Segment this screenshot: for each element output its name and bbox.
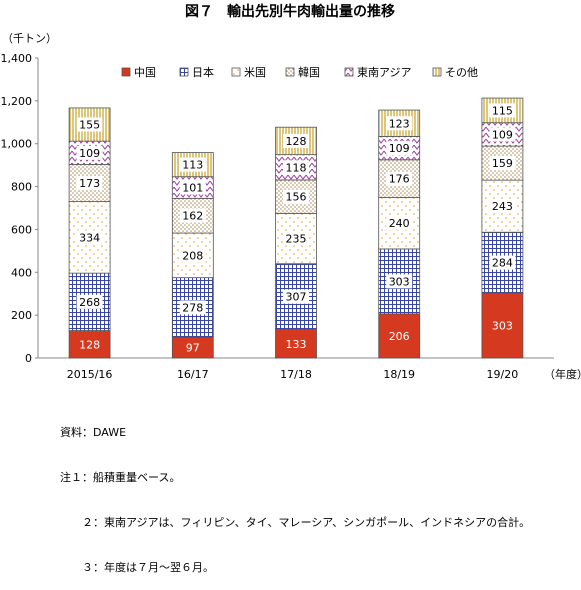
data-label: 268 — [79, 296, 100, 309]
x-tick-label: 16/17 — [177, 368, 209, 381]
data-label-bg — [489, 127, 516, 142]
bar-segment — [68, 107, 111, 142]
data-label: 159 — [492, 157, 513, 170]
legend-label: 東南アジア — [357, 66, 412, 79]
data-label: 101 — [182, 182, 203, 195]
legend-label: 韓国 — [298, 66, 320, 79]
data-label-bg — [179, 248, 206, 263]
data-label-bg — [76, 294, 103, 309]
legend-swatch — [344, 67, 354, 77]
note-2: ２：東南アジアは、フィリピン、タイ、マレーシア、シンガポール、インドネシアの合計… — [82, 516, 531, 529]
chart: 図７ 輸出先別牛肉輸出量の推移 （千トン） （年度） 0 200 400 600 800… — [1, 3, 581, 381]
data-label-bg — [76, 230, 103, 245]
data-label: 155 — [79, 119, 100, 132]
y-tick-label: 1,200 — [1, 95, 33, 108]
note-3: ３：年度は７月～翌６月。 — [82, 561, 214, 574]
data-label: 109 — [492, 128, 513, 141]
data-label: 284 — [492, 257, 513, 270]
x-axis-unit-label: （年度） — [544, 367, 581, 381]
x-axis-ticks: 2015/16 16/17 17/18 18/19 19/20 — [67, 368, 519, 381]
data-label: 118 — [286, 161, 307, 174]
data-label: 303 — [389, 275, 410, 288]
data-label: 235 — [286, 233, 307, 246]
bar-segment — [275, 329, 317, 359]
data-label: 97 — [186, 342, 200, 355]
data-label: 115 — [492, 104, 513, 117]
chart-title: 図７ 輸出先別牛肉輸出量の推移 — [185, 3, 395, 20]
data-label-bg — [489, 199, 516, 214]
y-tick-label: 1,000 — [1, 138, 33, 151]
legend-label: 日本 — [192, 65, 214, 79]
data-label-bg — [76, 176, 103, 191]
data-label-bg — [283, 289, 309, 304]
y-tick-label: 400 — [11, 266, 32, 279]
data-label-bg — [489, 103, 516, 118]
y-axis-ticks: 0 200 400 600 800 1,000 1,200 1,400 — [1, 52, 38, 365]
x-tick-label: 18/19 — [383, 368, 415, 381]
data-label: 173 — [79, 177, 100, 190]
y-tick-label: 200 — [11, 309, 32, 322]
data-label-bg — [489, 156, 516, 171]
data-label-bg — [179, 157, 206, 172]
data-label-bg — [283, 189, 309, 204]
data-label: 109 — [389, 142, 410, 155]
legend-label: 米国 — [244, 66, 266, 79]
x-tick-label: 19/20 — [487, 368, 519, 381]
data-label: 128 — [79, 338, 100, 351]
legend-label: その他 — [445, 66, 478, 79]
data-label-bg — [386, 171, 413, 186]
note-1: 注１：船積重量ベース。 — [60, 471, 181, 484]
data-label-bg — [179, 180, 206, 195]
data-label: 109 — [79, 147, 100, 160]
data-label-bg — [283, 133, 309, 148]
data-label-bg — [76, 117, 103, 132]
legend: 中国 日本 米国 韓国 東南アジア その他 — [121, 65, 478, 79]
note-source: 資料：DAWE — [60, 426, 127, 439]
data-label-bg — [386, 141, 413, 156]
legend-swatch — [432, 67, 442, 77]
y-tick-label: 1,400 — [1, 52, 33, 65]
legend-swatch — [179, 67, 189, 77]
data-label-bg — [489, 255, 516, 270]
legend-label: 中国 — [134, 66, 156, 79]
legend-swatch — [121, 67, 131, 77]
y-tick-label: 800 — [11, 181, 32, 194]
data-label: 334 — [79, 231, 100, 244]
data-label: 307 — [286, 291, 307, 304]
data-label-bg — [386, 216, 413, 231]
data-label: 133 — [286, 338, 307, 351]
data-label-bg — [179, 300, 206, 315]
y-axis-unit-label: （千トン） — [2, 32, 57, 45]
data-label: 243 — [492, 200, 513, 213]
data-label: 278 — [182, 301, 203, 314]
data-label: 176 — [389, 173, 410, 186]
notes: 資料：DAWE 注１：船積重量ベース。 ２：東南アジアは、フィリピン、タイ、マレ… — [60, 395, 530, 590]
data-label-bg — [283, 160, 309, 175]
legend-swatch — [231, 67, 241, 77]
data-label: 128 — [286, 135, 307, 148]
data-label: 206 — [389, 330, 410, 343]
bars-group: 128 268 334 173 109 155 97 278 208 162 101 113 133 30… — [68, 97, 524, 359]
data-label-bg — [283, 231, 309, 246]
data-label-bg — [76, 145, 103, 160]
data-label-bg — [386, 116, 413, 131]
data-label: 208 — [182, 249, 203, 262]
y-tick-label: 600 — [11, 223, 32, 236]
data-label: 123 — [389, 117, 410, 130]
legend-swatch — [285, 67, 295, 77]
data-label-bg — [179, 208, 206, 223]
bar-segment — [378, 313, 421, 359]
y-tick-label: 0 — [25, 352, 32, 365]
data-label-bg — [386, 274, 413, 289]
data-label: 162 — [182, 210, 203, 223]
data-label: 156 — [286, 191, 307, 204]
bar-segment — [481, 292, 524, 359]
data-label: 113 — [182, 159, 203, 172]
data-label: 240 — [389, 217, 410, 230]
data-label: 303 — [492, 320, 513, 333]
x-tick-label: 2015/16 — [67, 368, 113, 381]
x-tick-label: 17/18 — [280, 368, 312, 381]
